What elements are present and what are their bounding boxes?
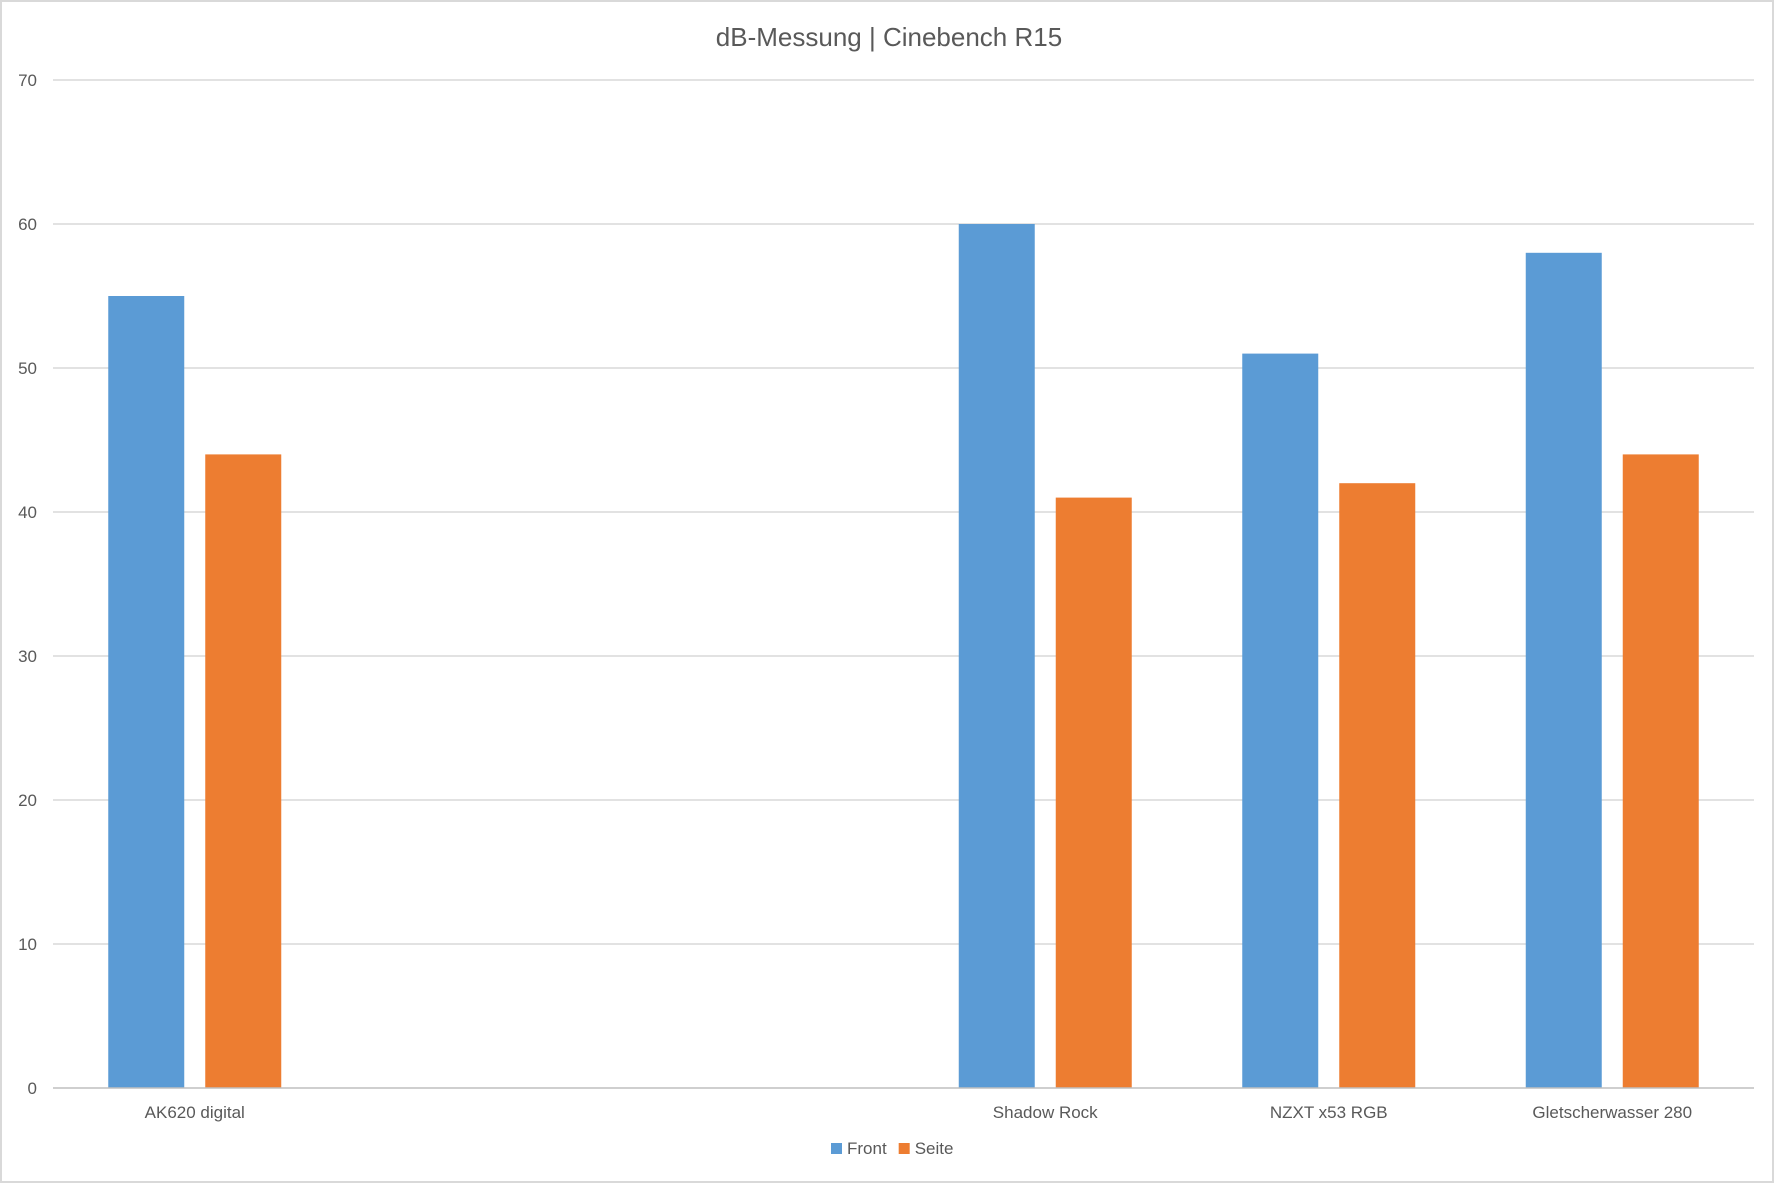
x-category-label: Gletscherwasser 280 (1532, 1103, 1692, 1122)
legend: Front Seite (831, 1139, 953, 1158)
y-tick-label: 10 (18, 935, 37, 954)
y-tick-label: 20 (18, 791, 37, 810)
x-category-label: NZXT x53 RGB (1270, 1103, 1388, 1122)
y-tick-label: 30 (18, 647, 37, 666)
bar-seite (1339, 483, 1416, 1088)
bar-seite (1055, 497, 1132, 1089)
x-category-label: Shadow Rock (993, 1103, 1098, 1122)
y-tick-label: 50 (18, 359, 37, 378)
bars (108, 224, 1699, 1089)
x-category-label: AK620 digital (145, 1103, 245, 1122)
bar-front (958, 224, 1035, 1088)
legend-swatch-front (831, 1143, 842, 1154)
legend-label-seite: Seite (915, 1139, 954, 1158)
y-tick-label: 40 (18, 503, 37, 522)
bar-seite (1622, 454, 1699, 1088)
chart-title: dB-Messung | Cinebench R15 (716, 22, 1062, 52)
gridlines (53, 79, 1754, 945)
y-axis-ticks: 0 10 20 30 40 50 60 70 (18, 71, 37, 1098)
legend-label-front: Front (847, 1139, 887, 1158)
y-tick-label: 0 (28, 1079, 37, 1098)
x-axis-labels: AK620 digital Shadow Rock NZXT x53 RGB Glet… (145, 1103, 1692, 1122)
bar-front (108, 296, 185, 1088)
bar-front (1242, 353, 1319, 1089)
y-tick-label: 60 (18, 215, 37, 234)
bar-front (1525, 252, 1602, 1089)
bar-seite (205, 454, 282, 1088)
legend-swatch-seite (898, 1143, 910, 1154)
y-tick-label: 70 (18, 71, 37, 90)
